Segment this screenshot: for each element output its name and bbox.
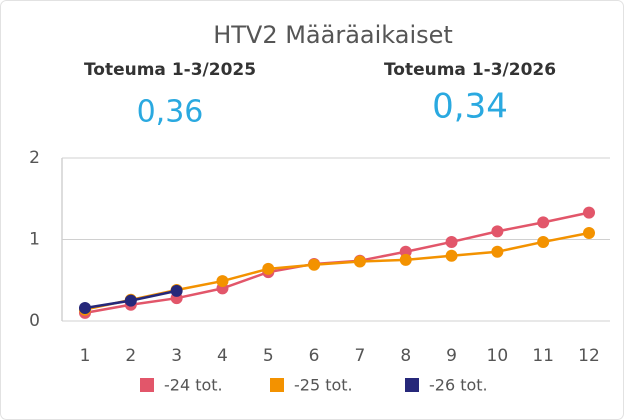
legend-swatch <box>270 378 284 392</box>
x-tick-label: 5 <box>263 346 274 366</box>
card-title: HTV2 Määräaikaiset <box>213 21 453 49</box>
point <box>216 275 229 288</box>
x-tick-label: 4 <box>217 346 228 366</box>
x-tick-label: 3 <box>171 346 182 366</box>
legend-swatch <box>140 378 154 392</box>
point <box>537 216 550 229</box>
legend-label: -26 tot. <box>429 376 488 395</box>
y-tick-label: 2 <box>29 148 40 168</box>
x-tick-label: 8 <box>400 346 411 366</box>
x-tick-label: 12 <box>578 346 600 366</box>
x-tick-label: 11 <box>532 346 554 366</box>
x-tick-label: 9 <box>446 346 457 366</box>
point <box>583 206 595 219</box>
point <box>308 258 321 271</box>
legend-label: -24 tot. <box>164 376 223 395</box>
kpi-value: 0,36 <box>137 95 204 130</box>
legend-label: -25 tot. <box>294 376 353 395</box>
legend-swatch <box>405 378 419 392</box>
point <box>537 235 550 248</box>
x-tick-label: 10 <box>487 346 509 366</box>
point <box>445 235 458 248</box>
point <box>353 255 366 268</box>
x-tick-label: 1 <box>80 346 91 366</box>
point <box>170 284 183 297</box>
kpi-label: Toteuma 1-3/2025 <box>84 60 256 80</box>
point <box>262 262 275 275</box>
x-tick-label: 7 <box>354 346 365 366</box>
x-tick-label: 6 <box>309 346 320 366</box>
kpi-value: 0,34 <box>432 87 508 127</box>
point <box>124 294 137 307</box>
kpi-label: Toteuma 1-3/2026 <box>384 60 556 80</box>
y-tick-label: 0 <box>29 311 40 331</box>
point <box>583 226 595 239</box>
point <box>79 301 91 314</box>
point <box>445 249 458 262</box>
point <box>491 245 504 258</box>
point <box>491 225 504 238</box>
point <box>399 253 412 266</box>
y-tick-label: 1 <box>29 230 40 250</box>
x-tick-label: 2 <box>125 346 136 366</box>
